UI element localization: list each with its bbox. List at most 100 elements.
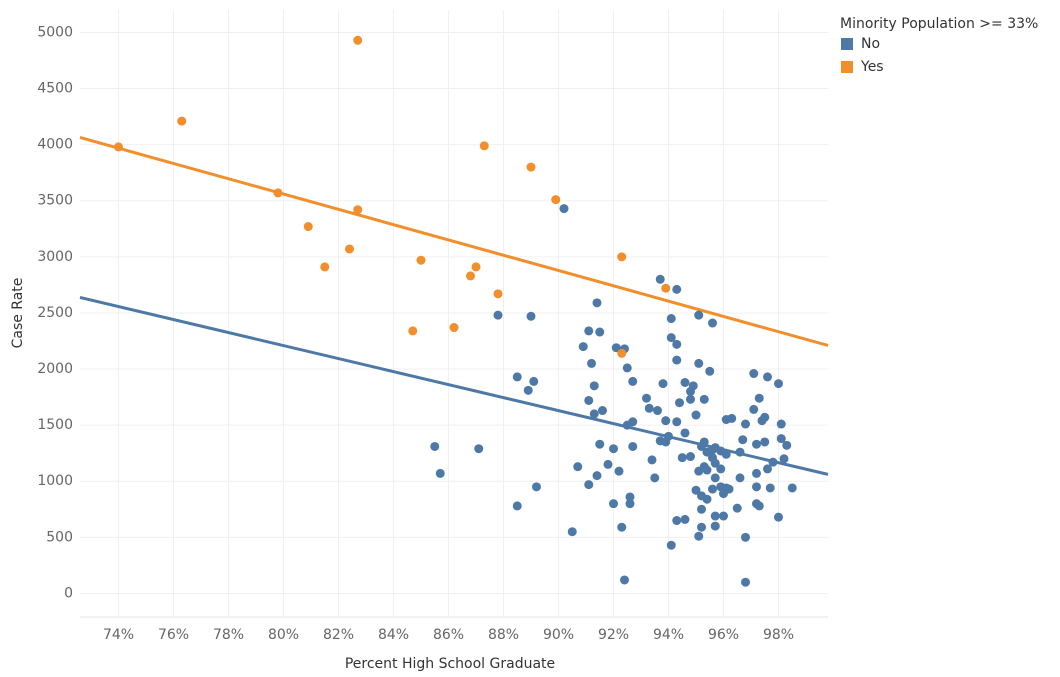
point — [625, 499, 635, 509]
point — [273, 188, 283, 198]
point — [345, 244, 354, 254]
point — [710, 458, 720, 468]
grid — [80, 10, 828, 617]
point — [782, 440, 792, 450]
point — [776, 434, 786, 444]
point — [493, 289, 503, 299]
point — [749, 404, 759, 414]
point — [466, 271, 475, 281]
point — [694, 310, 704, 320]
point — [611, 343, 621, 353]
x-tick-label: 76% — [158, 627, 189, 643]
point — [686, 394, 695, 404]
x-tick-label: 86% — [433, 627, 464, 643]
point — [675, 398, 684, 408]
x-tick-label: 78% — [213, 627, 244, 643]
point — [691, 410, 701, 420]
point — [694, 358, 704, 368]
point — [603, 459, 613, 469]
legend-swatch — [841, 38, 853, 50]
point — [763, 372, 772, 382]
point — [702, 465, 712, 475]
point — [721, 449, 731, 459]
point — [680, 378, 690, 388]
point — [716, 464, 726, 474]
point — [303, 222, 313, 232]
point — [724, 484, 734, 494]
point — [749, 369, 759, 379]
point — [620, 575, 629, 585]
point — [741, 419, 750, 429]
point — [435, 468, 445, 478]
point — [708, 318, 717, 328]
point — [353, 205, 363, 215]
point — [779, 454, 789, 464]
point — [320, 262, 330, 272]
point — [614, 466, 624, 476]
point — [353, 35, 363, 45]
point — [617, 522, 627, 532]
x-tick-label: 84% — [378, 627, 409, 643]
point — [686, 452, 695, 462]
trend-line — [79, 136, 829, 347]
x-tick-label: 82% — [323, 627, 354, 643]
point — [760, 437, 770, 447]
point — [702, 494, 712, 504]
point — [774, 512, 783, 522]
point — [625, 492, 635, 502]
point — [672, 355, 682, 365]
point — [697, 522, 706, 532]
point — [609, 444, 618, 454]
y-tick-label: 1000 — [37, 473, 73, 489]
point — [752, 439, 761, 449]
point — [664, 431, 673, 441]
point — [776, 419, 786, 429]
point — [526, 311, 536, 321]
point — [474, 444, 484, 454]
point — [661, 283, 671, 293]
point — [578, 342, 588, 352]
point — [526, 162, 536, 172]
point — [595, 439, 605, 449]
y-tick-label: 4000 — [37, 137, 73, 153]
point — [691, 485, 701, 495]
point — [628, 441, 638, 451]
point — [768, 457, 778, 467]
point — [408, 326, 418, 336]
point — [763, 464, 772, 474]
point — [680, 514, 690, 524]
point — [774, 379, 783, 389]
point — [644, 403, 654, 413]
y-tick-label: 2500 — [37, 305, 73, 321]
point — [666, 540, 676, 550]
point — [680, 428, 690, 438]
point — [752, 468, 761, 478]
point — [587, 358, 596, 368]
point — [754, 393, 764, 403]
point — [672, 417, 682, 427]
point — [642, 393, 651, 403]
point — [705, 366, 715, 376]
point — [449, 323, 459, 333]
point — [741, 577, 750, 587]
point — [584, 480, 594, 490]
point — [471, 262, 481, 272]
point — [512, 501, 522, 511]
y-tick-label: 500 — [46, 529, 73, 545]
point — [523, 385, 533, 395]
point — [655, 274, 665, 284]
point — [738, 435, 748, 445]
series-points — [114, 35, 671, 358]
point — [754, 501, 764, 511]
y-axis-title: Case Rate — [10, 278, 26, 349]
point — [699, 437, 709, 447]
x-tick-label: 98% — [763, 627, 794, 643]
point — [493, 310, 503, 320]
point — [592, 471, 602, 481]
point — [622, 363, 632, 373]
point — [584, 326, 594, 336]
point — [710, 521, 720, 531]
point — [672, 516, 682, 526]
point — [672, 284, 682, 294]
